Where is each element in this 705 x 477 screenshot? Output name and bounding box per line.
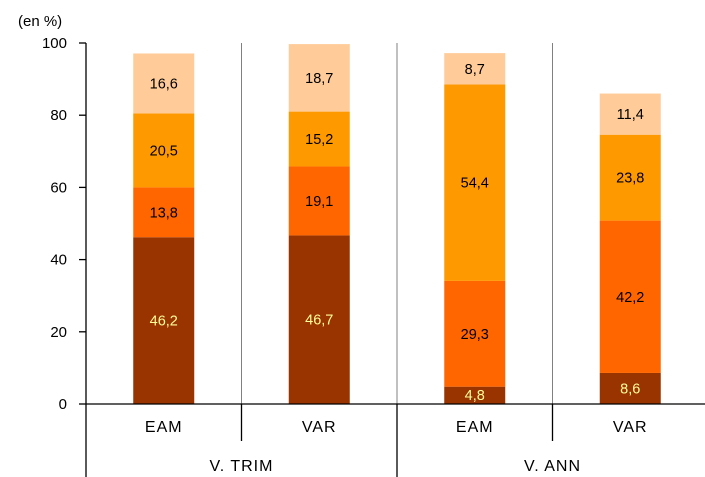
bars-layer (133, 44, 661, 404)
labels-layer: 46,2 13,8 20,5 16,6 46,7 19,1 15,2 18,7 4,8 29,3 5… (150, 62, 645, 404)
data-label: 46,7 (305, 313, 333, 329)
bar-segment (444, 84, 506, 281)
data-label: 13,8 (150, 205, 178, 221)
bar-segment (133, 187, 195, 238)
bar-segment (599, 372, 661, 404)
bar-segment (133, 53, 195, 114)
y-tick-label: 0 (59, 396, 67, 413)
bar-segment (288, 111, 350, 167)
category-label: VAR (302, 419, 337, 436)
bar-segment (288, 235, 350, 404)
axis-layer: 0 20 40 60 80 100 EAM VAR EAM VAR V. TRIM V. ANN (42, 35, 705, 477)
category-label: VAR (613, 419, 648, 436)
data-label: 46,2 (150, 314, 178, 330)
data-label: 16,6 (150, 76, 178, 92)
y-tick-label: 20 (50, 324, 67, 341)
data-label: 20,5 (150, 143, 178, 159)
data-label: 29,3 (461, 327, 489, 343)
y-tick-label: 60 (50, 179, 67, 196)
data-label: 18,7 (305, 71, 333, 87)
data-label: 42,2 (616, 290, 644, 306)
data-label: 19,1 (305, 194, 333, 210)
data-label: 11,4 (617, 107, 644, 123)
group-label: V. ANN (524, 458, 581, 475)
category-label: EAM (456, 419, 494, 436)
bar-segment (599, 93, 661, 135)
unit-label: (en %) (18, 13, 62, 30)
data-label: 15,2 (305, 132, 333, 148)
bar-segment (288, 166, 350, 236)
grid-layer (241, 43, 553, 404)
group-label: V. TRIM (210, 458, 274, 475)
bar-segment (133, 113, 195, 188)
y-tick-label: 80 (50, 107, 67, 124)
bar-segment (133, 237, 195, 404)
data-label: 4,8 (465, 388, 485, 404)
bar-segment (444, 386, 506, 404)
data-label: 54,4 (461, 176, 489, 192)
y-tick-label: 100 (42, 35, 67, 52)
category-label: EAM (145, 419, 183, 436)
bar-segment (444, 53, 506, 85)
data-label: 23,8 (616, 171, 644, 187)
bar-segment (444, 280, 506, 387)
data-label: 8,6 (620, 381, 640, 397)
bar-segment (599, 134, 661, 221)
bar-segment (599, 220, 661, 373)
y-tick-label: 40 (50, 252, 67, 269)
data-label: 8,7 (465, 62, 485, 78)
bar-segment (288, 44, 350, 112)
